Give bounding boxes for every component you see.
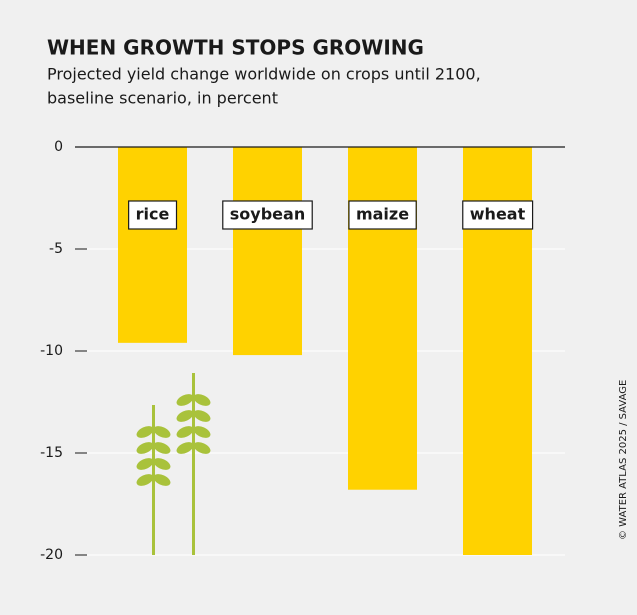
bar: [118, 147, 187, 343]
bar: [348, 147, 417, 490]
y-tick-label: -20: [40, 547, 63, 563]
credit: © WATER ATLAS 2025 / SAVAGE: [618, 380, 629, 540]
wheat-illustration: [136, 373, 213, 555]
y-tick-label: 0: [54, 139, 63, 155]
category-label: maize: [356, 205, 409, 224]
chart-title: WHEN GROWTH STOPS GROWING: [47, 36, 424, 60]
subtitle: baseline scenario, in percent: [47, 89, 278, 108]
y-tick-label: -15: [40, 445, 63, 461]
y-tick-label: -10: [40, 343, 63, 359]
category-label-box: [222, 200, 313, 230]
category-label: wheat: [470, 205, 526, 224]
y-tick-label: -5: [49, 241, 63, 257]
category-label: rice: [136, 205, 170, 224]
category-label-box: [348, 200, 417, 230]
category-label: soybean: [230, 205, 305, 224]
category-label-box: [128, 200, 178, 230]
category-label-box: [462, 200, 534, 230]
subtitle: Projected yield change worldwide on crop…: [47, 65, 481, 84]
bar: [233, 147, 302, 356]
